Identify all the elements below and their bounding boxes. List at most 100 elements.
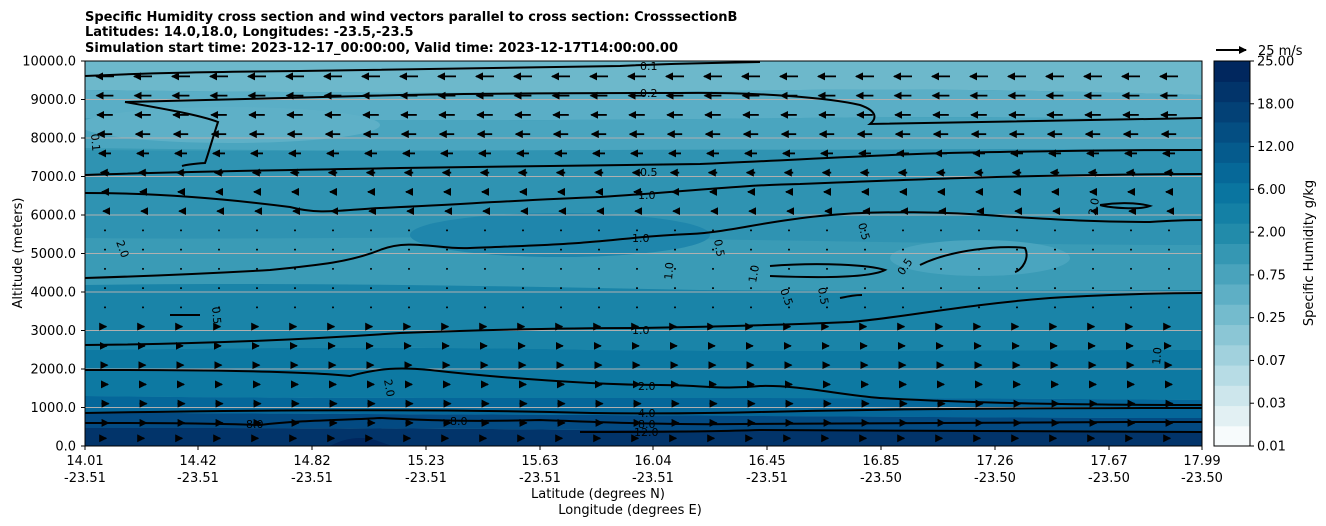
wind-vector-dot xyxy=(750,287,752,290)
colorbar: 0.01 0.03 0.07 0.25 0.75 2.00 6.00 12.00 18.00 25… xyxy=(1213,55,1294,455)
wind-vector-dot xyxy=(1092,248,1094,251)
x-tick-latitude: 14.42 xyxy=(179,454,216,469)
wind-vector-dot xyxy=(712,229,714,232)
wind-vector-dot xyxy=(826,229,828,232)
colorbar-tick-label: 25.00 xyxy=(1257,55,1294,70)
wind-vector-dot xyxy=(978,287,980,290)
wind-vector-dot xyxy=(864,287,866,290)
wind-vector-dot xyxy=(826,287,828,290)
wind-vector-dot xyxy=(370,248,372,251)
colorbar-label: Specific Humidity g/kg xyxy=(1302,180,1317,326)
x-tick-longitude: -23.51 xyxy=(519,471,561,486)
wind-vector-dot xyxy=(332,287,334,290)
x-axis-label-longitude: Longitude (degrees E) xyxy=(558,503,702,518)
contour-line-0.2-left xyxy=(124,101,220,167)
y-tick-label: 10000.0 xyxy=(22,55,76,70)
wind-vector-dot xyxy=(674,287,676,290)
fill-band-lower-mid xyxy=(85,283,1202,351)
fill-patch-max xyxy=(330,438,392,446)
wind-vector-dot xyxy=(218,229,220,232)
contour-line-0.5-hook xyxy=(839,294,863,299)
wind-vector-dot xyxy=(940,229,942,232)
contour-label-2.0-dip: 2.0 xyxy=(381,378,397,397)
contour-line-0.5-dry-pocket xyxy=(919,246,1028,273)
x-tick-longitude: -23.50 xyxy=(974,471,1016,486)
contour-label-0.5-e: 0.5 xyxy=(815,286,831,305)
contour-label-0.1: 0.1 xyxy=(640,60,658,73)
wind-vector-dot xyxy=(446,248,448,251)
y-tick-label: 3000.0 xyxy=(31,324,77,339)
x-tick-longitude: -23.50 xyxy=(1088,471,1130,486)
x-tick-latitude: 16.45 xyxy=(748,454,785,469)
wind-vector-dot xyxy=(750,248,752,251)
y-axis-label: Altitude (meters) xyxy=(11,198,26,309)
wind-legend-label: 25 m/s xyxy=(1258,44,1303,59)
colorbar-swatch xyxy=(1214,425,1250,447)
fill-band-mid xyxy=(85,149,1202,245)
wind-vector-dot xyxy=(1168,229,1170,232)
wind-vector-dot xyxy=(142,306,144,309)
wind-vector-dot xyxy=(142,267,144,270)
contour-label-1.0-mid: 1.0 xyxy=(632,232,650,245)
wind-vector-dot xyxy=(1130,287,1132,290)
x-tick-latitude: 17.26 xyxy=(976,454,1013,469)
wind-vector-dot xyxy=(560,267,562,270)
wind-vector-dot xyxy=(1168,267,1170,270)
wind-vector-dot xyxy=(902,229,904,232)
wind-vector-dot xyxy=(408,306,410,309)
wind-vector-dot xyxy=(940,287,942,290)
colorbar-swatch xyxy=(1214,344,1250,366)
x-tick-longitude: -23.51 xyxy=(291,471,333,486)
wind-vector-dot xyxy=(940,267,942,270)
contour-label-0.5-small: 0.5 xyxy=(209,306,223,325)
wind-vector-dot xyxy=(598,267,600,270)
fill-patch-dry-pocket xyxy=(890,240,1070,276)
contour-line-12.0 xyxy=(579,428,1202,433)
wind-vector-dot xyxy=(1054,267,1056,270)
colorbar-swatch xyxy=(1214,405,1250,427)
wind-vector-dot xyxy=(256,248,258,251)
contour-label-2.0-left: 2.0 xyxy=(113,239,131,260)
contour-label-1.0-right: 1.0 xyxy=(1150,347,1164,366)
wind-vector-dot xyxy=(294,248,296,251)
x-tick-latitude: 14.82 xyxy=(293,454,330,469)
colorbar-tick-label: 18.00 xyxy=(1257,97,1294,112)
contour-line-1.0-upper xyxy=(85,173,1202,213)
wind-vector-dot xyxy=(522,306,524,309)
contour-line-8.0 xyxy=(85,416,1202,427)
colorbar-swatch xyxy=(1214,162,1250,184)
colorbar-swatch xyxy=(1214,223,1250,244)
colorbar-tick-label: 0.01 xyxy=(1257,440,1286,455)
wind-vector-dot xyxy=(256,287,258,290)
colorbar-swatch xyxy=(1214,304,1250,326)
wind-vector-dot xyxy=(674,248,676,251)
colorbar-swatch xyxy=(1214,81,1250,103)
contour-label-1.0-low: 1.0 xyxy=(632,324,650,337)
y-tick-label: 9000.0 xyxy=(31,93,77,108)
wind-vector-dot xyxy=(332,306,334,309)
wind-vector-dot xyxy=(446,287,448,290)
wind-vector-dot xyxy=(408,287,410,290)
wind-vector-dot xyxy=(104,267,106,270)
x-tick-longitude: -23.51 xyxy=(632,471,674,486)
wind-vector-dot xyxy=(484,248,486,251)
wind-vector-dot xyxy=(788,248,790,251)
wind-vector-dot xyxy=(370,287,372,290)
wind-vector-dot xyxy=(674,306,676,309)
colorbar-swatch xyxy=(1214,385,1250,407)
wind-vector-dot xyxy=(408,267,410,270)
contour-line-1.0-mid xyxy=(85,211,1202,279)
wind-vector-dot xyxy=(218,306,220,309)
wind-vector-dot xyxy=(180,267,182,270)
colorbar-swatch xyxy=(1214,142,1250,163)
y-tick-label: 2000.0 xyxy=(31,363,77,378)
fill-band-surface xyxy=(85,412,1202,432)
wind-vector-dot xyxy=(522,229,524,232)
y-tick-label: 8000.0 xyxy=(31,132,77,147)
contour-label-0.5: 0.5 xyxy=(640,166,658,179)
contour-label-8.0-mid: 8.0 xyxy=(450,415,468,428)
y-tick-label: 4000.0 xyxy=(31,286,77,301)
wind-vector-dot xyxy=(294,287,296,290)
x-tick-longitude: -23.51 xyxy=(405,471,447,486)
wind-vector-dot xyxy=(446,267,448,270)
